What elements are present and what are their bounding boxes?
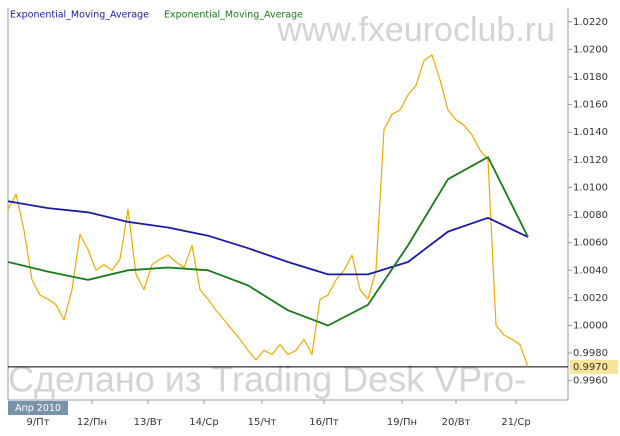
y-tick-label: 0.9960: [573, 376, 608, 387]
y-tick-label: 1.0040: [573, 265, 608, 276]
y-tick-label: 1.0140: [573, 127, 608, 138]
y-tick-label: 1.0000: [573, 320, 608, 331]
x-tick-label: 21/Ср: [501, 417, 530, 428]
ema-line: [8, 156, 529, 327]
x-tick-label: 19/Пн: [387, 417, 417, 428]
last-price-label: 0.9970: [573, 362, 608, 373]
y-tick-label: 1.0120: [573, 155, 608, 166]
y-tick-label: 1.0220: [573, 17, 608, 28]
x-tick-label: 16/Пт: [309, 417, 339, 428]
price-line: [8, 54, 529, 368]
y-tick-label: 1.0160: [573, 100, 608, 111]
y-tick-label: 1.0060: [573, 238, 608, 249]
period-box: [8, 401, 68, 415]
watermark: Сделано из Trading Desk VPro-: [8, 359, 526, 400]
y-tick-label: 0.9980: [573, 348, 608, 359]
ema-line: [8, 200, 529, 276]
last-price-box: [570, 359, 618, 374]
legend-entry: Exponential_Moving_Average: [10, 10, 149, 21]
legend-entry: Exponential_Moving_Average: [164, 10, 303, 21]
x-tick-label: 14/Ср: [189, 417, 218, 428]
period-label: Апр 2010: [15, 403, 61, 414]
y-tick-label: 1.0200: [573, 44, 608, 55]
y-tick-label: 1.0020: [573, 293, 608, 304]
watermark: www.fxeuroclub.ru: [276, 11, 555, 49]
x-tick-label: 15/Чт: [248, 417, 277, 428]
y-tick-label: 1.0100: [573, 182, 608, 193]
x-tick-label: 12/Пн: [77, 417, 107, 428]
x-tick-label: 20/Вт: [442, 417, 471, 428]
y-tick-label: 1.0080: [573, 210, 608, 221]
y-tick-label: 1.0180: [573, 72, 608, 83]
x-tick-label: 9/Пт: [26, 417, 49, 428]
x-tick-label: 13/Вт: [134, 417, 163, 428]
